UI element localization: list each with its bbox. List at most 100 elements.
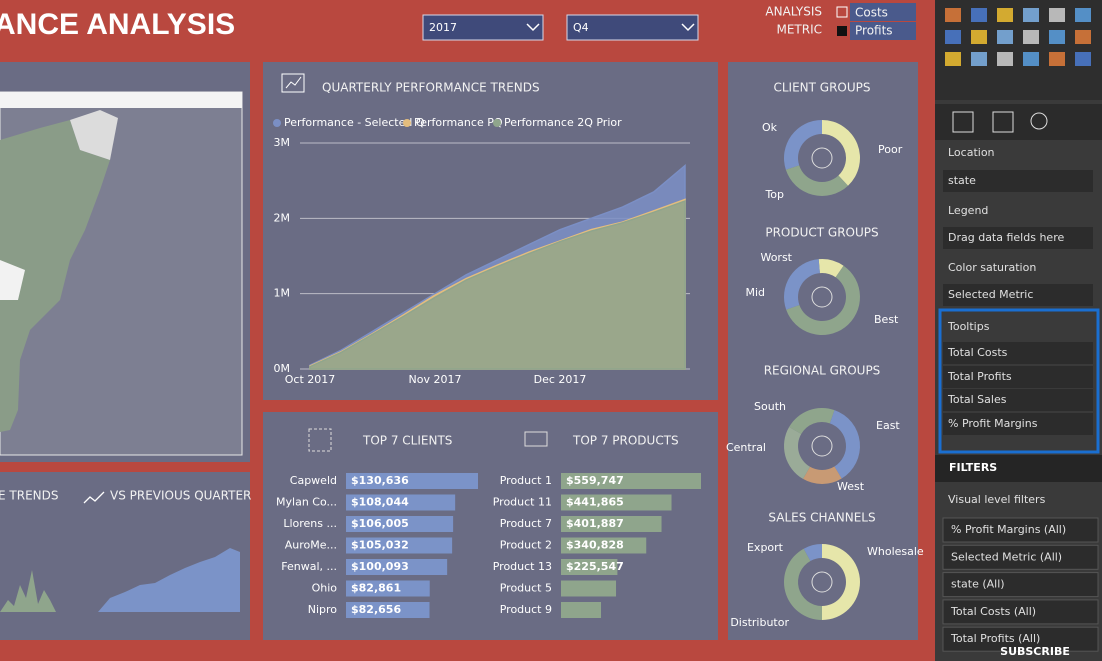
map-region [0, 260, 25, 300]
donut-slice[interactable] [818, 259, 844, 278]
filter-card[interactable] [942, 517, 1099, 543]
visual-icon[interactable] [945, 30, 961, 44]
visual-icon[interactable] [997, 8, 1013, 22]
filter-card[interactable] [942, 626, 1099, 652]
value-label: $441,865 [566, 496, 624, 509]
visual-icon[interactable] [971, 8, 987, 22]
field-pill[interactable] [943, 170, 1093, 192]
field-pill-label: Drag data fields here [948, 231, 1064, 244]
metric-option[interactable] [850, 22, 916, 40]
metric-option[interactable] [850, 3, 916, 21]
filter-card[interactable] [942, 599, 1099, 625]
donut-slice[interactable] [789, 408, 835, 434]
value-label: $105,032 [351, 539, 409, 552]
year-slicer[interactable] [422, 14, 544, 41]
donut-label: Wholesale [867, 545, 924, 558]
visual-icon[interactable] [1023, 30, 1039, 44]
category-label: Product 1 [500, 474, 552, 487]
fields-tab[interactable] [952, 111, 974, 133]
value-label: $106,005 [351, 517, 409, 530]
donut-slice[interactable] [784, 119, 822, 170]
year-value: 2017 [429, 21, 457, 34]
visual-icon[interactable] [1075, 52, 1091, 66]
bar[interactable] [346, 580, 430, 597]
map-region [70, 110, 118, 160]
filter-card[interactable] [942, 572, 1099, 598]
donut-label: Worst [760, 251, 792, 264]
field-pill[interactable] [943, 413, 1093, 435]
filter-card[interactable] [942, 544, 1099, 570]
donut-slice[interactable] [803, 544, 822, 561]
icon [524, 431, 548, 447]
map-region [0, 360, 20, 432]
bar[interactable] [346, 473, 478, 489]
value-label: $130,636 [351, 474, 409, 487]
bar[interactable] [346, 602, 430, 618]
value-label: $340,828 [566, 539, 624, 552]
legend-label: Performance PQ [414, 116, 503, 129]
dashboard-title: ANCE ANALYSIS [0, 8, 235, 41]
visual-icon[interactable] [1049, 30, 1065, 44]
bar[interactable] [561, 559, 618, 575]
y-tick-label: 2M [274, 211, 291, 224]
visual-icon[interactable] [1075, 8, 1091, 22]
field-pill[interactable] [943, 342, 1093, 364]
visual-icon[interactable] [1049, 8, 1065, 22]
visual-icon[interactable] [1075, 30, 1091, 44]
donut-slice[interactable] [822, 120, 861, 186]
y-tick-label: 1M [274, 287, 291, 300]
format-tab[interactable] [992, 111, 1014, 133]
field-pill[interactable] [943, 284, 1093, 306]
donut-slice[interactable] [784, 427, 810, 479]
donut-label: Ok [762, 121, 778, 134]
donut-label: West [837, 480, 865, 493]
visual-icon[interactable] [1023, 52, 1039, 66]
visual-icon[interactable] [1049, 52, 1065, 66]
value-label: $100,093 [351, 560, 409, 573]
chart-title: TOP 7 PRODUCTS [572, 434, 679, 448]
donut-label: Export [747, 541, 784, 554]
field-pill[interactable] [943, 366, 1093, 388]
visual-icon[interactable] [945, 52, 961, 66]
donut-slice[interactable] [784, 259, 820, 310]
bar[interactable] [561, 473, 701, 489]
visual-icon[interactable] [945, 8, 961, 22]
bar[interactable] [346, 494, 456, 511]
bar[interactable] [561, 516, 662, 532]
bar[interactable] [561, 494, 672, 511]
visual-icon[interactable] [971, 52, 987, 66]
x-tick-label: Dec 2017 [534, 373, 587, 386]
analytics-tab[interactable] [1030, 112, 1048, 130]
visual-icon[interactable] [971, 30, 987, 44]
donut-slice[interactable] [822, 544, 860, 620]
filter-card-label: Total Costs (All) [950, 605, 1036, 618]
bar[interactable] [561, 537, 647, 554]
center-icon [811, 147, 833, 169]
category-label: Capweld [290, 474, 337, 487]
donut-slice[interactable] [803, 466, 842, 485]
field-well-label: Location [948, 146, 995, 159]
visual-icon[interactable] [997, 52, 1013, 66]
bar[interactable] [346, 559, 448, 575]
field-pill[interactable] [943, 389, 1093, 411]
field-pill[interactable] [943, 227, 1093, 249]
donut-slice[interactable] [785, 165, 849, 197]
field-pill-label: Total Profits [947, 370, 1012, 383]
x-tick-label: Oct 2017 [285, 373, 336, 386]
bar[interactable] [561, 602, 602, 618]
quarter-slicer[interactable] [566, 14, 699, 41]
donut-slice[interactable] [783, 548, 822, 620]
visual-icon[interactable] [997, 30, 1013, 44]
x-tick-label: Nov 2017 [409, 373, 462, 386]
visual-icon[interactable] [1023, 8, 1039, 22]
donut-slice[interactable] [829, 410, 860, 479]
checkbox[interactable] [837, 26, 847, 36]
field-well-label: Tooltips [947, 320, 990, 333]
bar[interactable] [346, 516, 454, 532]
bar[interactable] [346, 537, 453, 554]
map-region [0, 120, 110, 360]
bar[interactable] [561, 580, 617, 597]
filter-card-label: Total Profits (All) [950, 632, 1040, 645]
checkbox[interactable] [836, 6, 848, 18]
donut-slice[interactable] [786, 265, 860, 335]
